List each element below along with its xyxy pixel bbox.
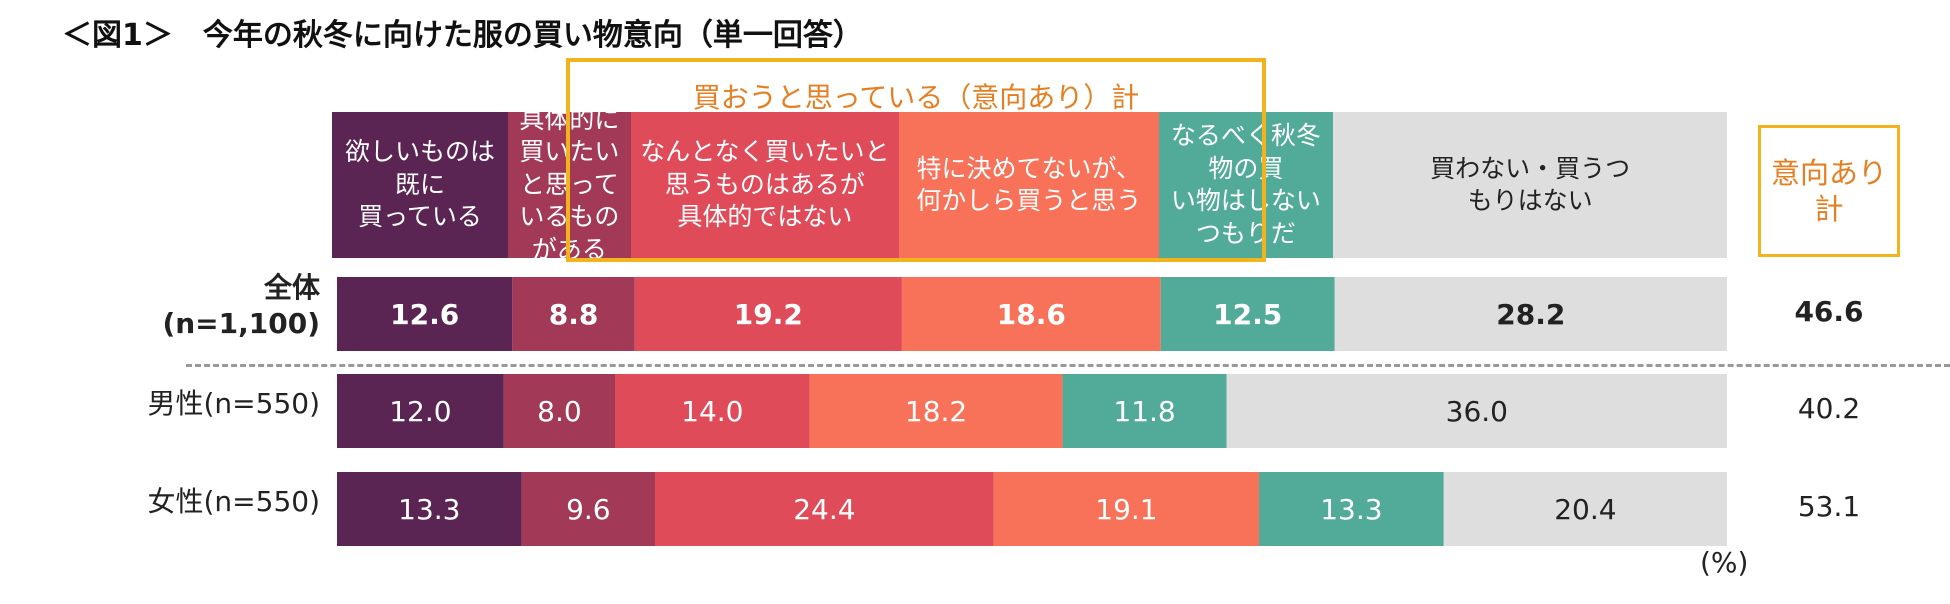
data-label-r1-s3: 19.2 [734, 298, 803, 331]
bar-segment-r2-s4 [809, 374, 1063, 448]
data-label-r3-s5: 13.3 [1320, 493, 1382, 526]
row-total-1: 46.6 [1794, 295, 1864, 328]
legend-item-5: なるべく秋冬物の買 い物はしないつもりだ [1158, 112, 1334, 258]
row-label-3: 女性(n=550) [147, 485, 321, 518]
bar-segment-r3-s3 [654, 472, 994, 546]
data-label-r2-s2: 8.0 [537, 395, 582, 428]
data-label-r1-s6: 28.2 [1496, 298, 1565, 331]
row-total-3: 53.1 [1797, 490, 1861, 523]
data-label-r1-s2: 8.8 [549, 298, 599, 331]
total-separator [186, 364, 1950, 367]
data-label-r2-s1: 12.0 [389, 395, 451, 428]
bar-segment-r3-s1 [337, 472, 522, 546]
bar-segment-r3-s6 [1443, 472, 1727, 546]
total-header: 意向あり 計 [1758, 125, 1900, 257]
bar-segment-r3-s5 [1259, 472, 1444, 546]
bar-segment-r3-s4 [993, 472, 1260, 546]
legend-item-4: 特に決めてないが、 何かしら買うと思う [898, 112, 1159, 258]
data-label-r3-s4: 19.1 [1095, 493, 1157, 526]
data-label-r3-s6: 20.4 [1554, 493, 1616, 526]
row-label-1: 全体 (n=1,100) [162, 271, 320, 341]
bar-segment-r1-s1 [337, 277, 513, 351]
data-label-r2-s6: 36.0 [1446, 395, 1508, 428]
bar-segment-r2-s1 [337, 374, 504, 448]
bar-segment-r2-s3 [615, 374, 810, 448]
row-label-2: 男性(n=550) [147, 387, 321, 420]
data-label-r3-s3: 24.4 [793, 493, 855, 526]
row-total-2: 40.2 [1797, 392, 1861, 425]
bar-segment-r1-s3 [634, 277, 902, 351]
legend-item-6: 買わない・買うつ もりはない [1333, 112, 1727, 258]
intent-group-label: 買おうと思っている（意向あり）計 [692, 81, 1140, 114]
data-label-r2-s5: 11.8 [1113, 395, 1175, 428]
bar-segment-r1-s4 [901, 277, 1161, 351]
data-label-r1-s4: 18.6 [997, 298, 1066, 331]
data-label-r1-s1: 12.6 [390, 298, 459, 331]
unit-label: (%) [1700, 546, 1749, 579]
chart-title: ＜図1＞ 今年の秋冬に向けた服の買い物意向（単一回答） [62, 18, 863, 53]
data-label-r2-s3: 14.0 [681, 395, 743, 428]
bar-segment-r1-s5 [1160, 277, 1335, 351]
data-label-r1-s5: 12.5 [1213, 298, 1282, 331]
bar-segment-r2-s5 [1062, 374, 1227, 448]
data-label-r3-s2: 9.6 [566, 493, 611, 526]
data-label-r2-s4: 18.2 [905, 395, 967, 428]
bar-segment-r2-s2 [503, 374, 615, 448]
bar-segment-r1-s2 [512, 277, 635, 351]
bar-segment-r2-s6 [1226, 374, 1727, 448]
bar-segment-r1-s6 [1334, 277, 1727, 351]
bar-segment-r3-s2 [521, 472, 655, 546]
legend-item-1: 欲しいものは既に 買っている [332, 112, 508, 258]
data-label-r3-s1: 13.3 [398, 493, 460, 526]
legend-item-3: なんとなく買いたいと 思うものはあるが 具体的ではない [630, 112, 899, 258]
